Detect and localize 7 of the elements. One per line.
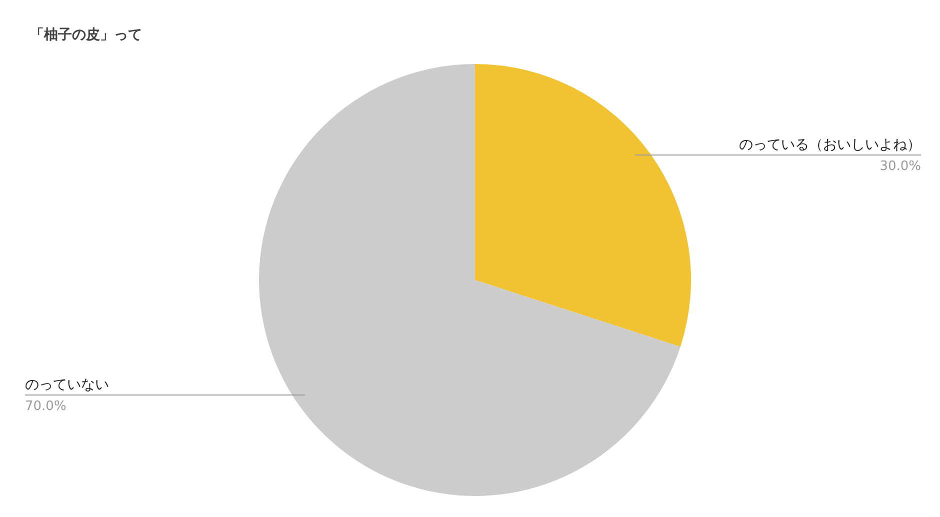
pie-slice	[259, 64, 680, 496]
pie-slice	[475, 64, 691, 347]
slice-label: のっている（おいしいよね）	[739, 137, 921, 154]
data-label: 70.0%	[25, 398, 66, 414]
data-label: 30.0%	[880, 159, 921, 174]
slice-label: のっていない	[25, 376, 109, 393]
chart-title: 「柚子の皮」って	[30, 26, 142, 44]
